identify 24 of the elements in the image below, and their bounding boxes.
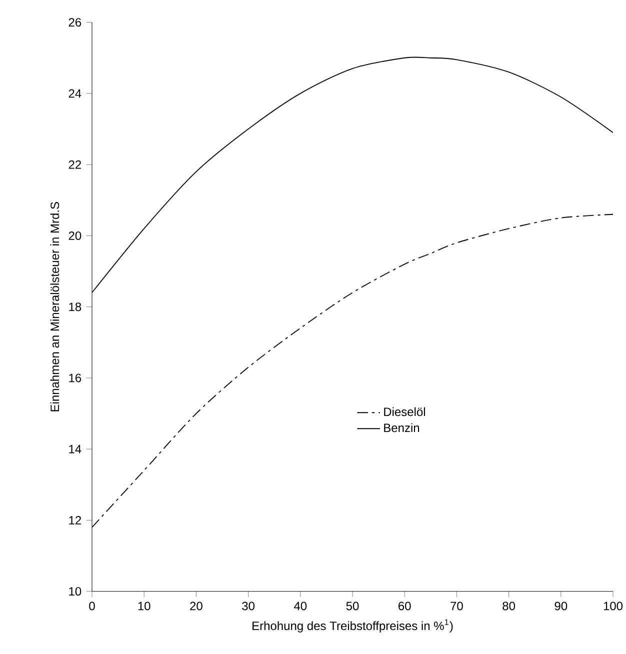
y-axis-title: Einnahmen an Mineralölsteuer in Mrd.S (50, 202, 60, 412)
x-tick-label: 40 (294, 602, 307, 610)
x-tick-label: 100 (604, 602, 623, 610)
y-tick-label: 12 (69, 516, 81, 524)
y-tick-label: 20 (68, 231, 82, 240)
y-tick-label: 10 (69, 587, 82, 596)
x-tick-label: 60 (398, 602, 411, 610)
y-tick-label: 24 (68, 89, 82, 98)
y-tick-label: 16 (69, 374, 82, 382)
x-tick-label: 0 (89, 602, 95, 610)
x-tick-label: 90 (554, 602, 568, 610)
x-tick-label: 20 (190, 602, 202, 610)
x-tick-label: 50 (346, 602, 359, 610)
y-tick-label: 18 (69, 302, 82, 312)
x-axis-title: Erhohung des Treibstoffpreises in %$^{1}$) (252, 619, 453, 632)
x-tick-label: 80 (502, 602, 516, 610)
legend-label: Dieselöl (384, 407, 425, 416)
legend-label: Benzin (384, 423, 420, 432)
x-tick-label: 30 (242, 602, 255, 610)
y-tick-label: 26 (68, 18, 82, 27)
y-tick-label: 22 (68, 160, 81, 169)
x-tick-label: 10 (138, 602, 150, 610)
x-tick-label: 70 (450, 602, 463, 610)
y-tick-label: 14 (69, 444, 82, 454)
